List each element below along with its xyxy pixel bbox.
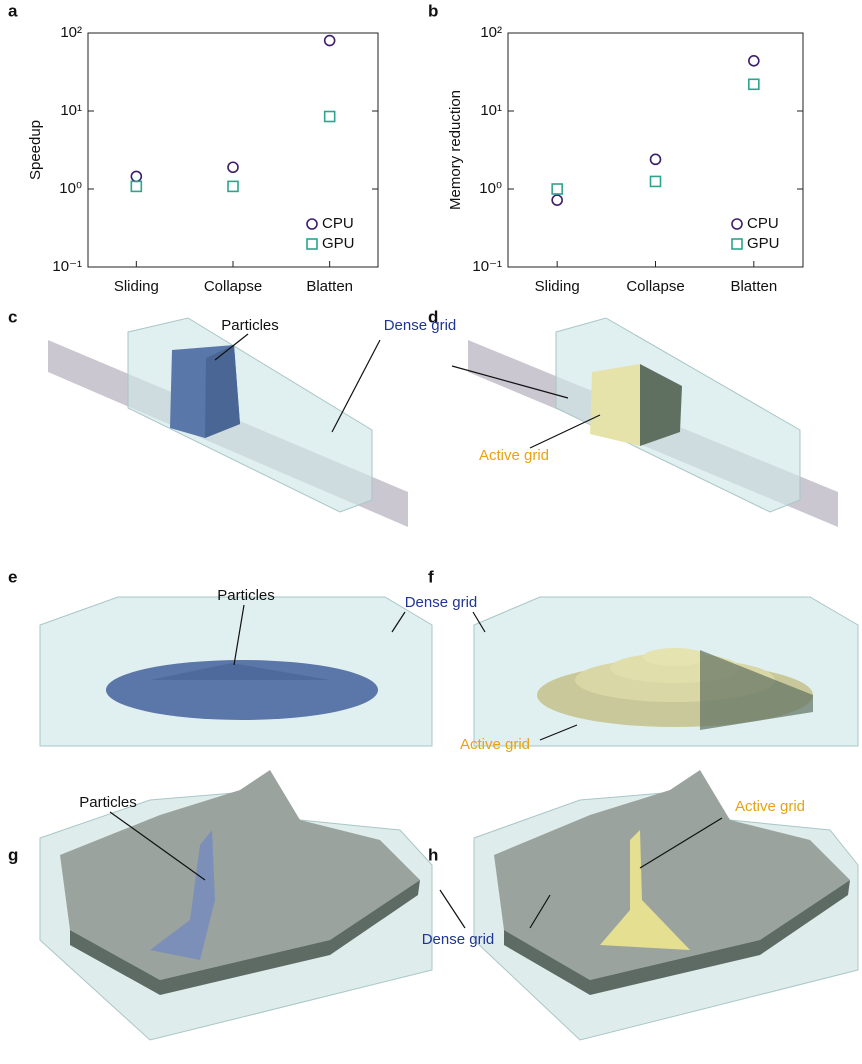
data-point	[227, 180, 239, 193]
x-tick-label: Sliding	[535, 278, 580, 295]
y-tick-label: 10²	[480, 24, 502, 41]
y-tick-label: 10⁻¹	[52, 258, 82, 275]
legend-label: GPU	[747, 235, 780, 252]
data-point	[227, 161, 239, 174]
data-point	[551, 194, 563, 206]
panel-label: f	[428, 567, 434, 586]
illustration-h	[473, 770, 859, 1041]
data-point	[323, 34, 336, 47]
panel-label: g	[8, 845, 18, 864]
panel-label: h	[428, 845, 438, 864]
x-tick-label: Collapse	[626, 278, 684, 295]
data-point	[748, 55, 760, 67]
panel-label: d	[428, 307, 438, 326]
annotation: Particles	[79, 794, 137, 811]
annotation: Active grid	[479, 447, 549, 464]
y-tick-label: 10¹	[480, 102, 502, 119]
legend-marker	[306, 218, 318, 230]
data-point	[323, 110, 336, 123]
illustration-d	[468, 317, 838, 527]
annotation: Dense grid	[422, 931, 495, 948]
illustration-e	[39, 596, 433, 747]
annotation: Dense grid	[384, 317, 457, 334]
legend-label: CPU	[747, 215, 779, 232]
data-point	[649, 175, 662, 188]
panel-label: c	[8, 307, 17, 326]
data-point	[130, 180, 143, 193]
panel-label: e	[8, 567, 17, 586]
legend-label: CPU	[322, 215, 354, 232]
annotation: Dense grid	[405, 594, 478, 611]
annotation: Particles	[217, 587, 275, 604]
illustration-g	[39, 770, 433, 1041]
y-tick-label: 10⁰	[479, 180, 502, 197]
y-axis-label: Speedup	[27, 120, 44, 180]
panel-label: b	[428, 1, 438, 20]
annotation: Active grid	[735, 798, 805, 815]
data-point	[748, 78, 760, 91]
annotation: Active grid	[460, 736, 530, 753]
y-tick-label: 10⁰	[59, 180, 82, 197]
x-tick-label: Collapse	[204, 278, 262, 295]
x-tick-label: Sliding	[114, 278, 159, 295]
y-tick-label: 10⁻¹	[472, 258, 502, 275]
legend-marker	[731, 238, 743, 250]
panel-label: a	[8, 1, 18, 20]
data-point	[130, 170, 143, 183]
x-tick-label: Blatten	[306, 278, 353, 295]
legend-marker	[731, 218, 743, 230]
legend-label: GPU	[322, 235, 355, 252]
y-tick-label: 10¹	[60, 102, 82, 119]
legend-marker	[306, 238, 318, 250]
data-point	[649, 153, 662, 166]
annotation: Particles	[221, 317, 279, 334]
x-tick-label: Blatten	[730, 278, 777, 295]
illustration-c	[48, 317, 408, 527]
data-point	[551, 183, 563, 195]
illustration-f	[473, 596, 859, 747]
y-axis-label: Memory reduction	[447, 90, 464, 210]
y-tick-label: 10²	[60, 24, 82, 41]
